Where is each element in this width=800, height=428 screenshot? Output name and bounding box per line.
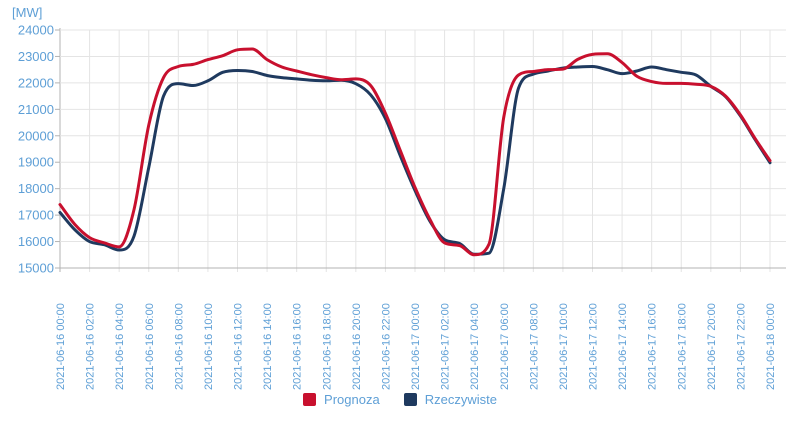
y-tick-label: 21000 — [18, 102, 54, 117]
x-tick-label: 2021-06-16 10:00 — [203, 303, 215, 390]
y-tick-label: 20000 — [18, 128, 54, 143]
y-tick-label: 15000 — [18, 261, 54, 276]
x-tick-label: 2021-06-18 00:00 — [765, 303, 777, 390]
x-tick-label: 2021-06-17 04:00 — [469, 303, 481, 390]
x-tick-label: 2021-06-17 22:00 — [735, 303, 747, 390]
series-line-prognoza — [58, 47, 772, 257]
y-tick-label: 16000 — [18, 234, 54, 249]
x-tick-label: 2021-06-16 06:00 — [144, 303, 156, 390]
x-tick-label: 2021-06-16 12:00 — [233, 303, 245, 390]
y-tick-label: 18000 — [18, 181, 54, 196]
x-tick-label: 2021-06-17 20:00 — [706, 303, 718, 390]
x-tick-label: 2021-06-16 20:00 — [351, 303, 363, 390]
x-tick-label: 2021-06-17 10:00 — [558, 303, 570, 390]
x-tick-label: 2021-06-17 14:00 — [617, 303, 629, 390]
legend-swatch-rzeczywiste — [403, 393, 417, 406]
x-tick-label: 2021-06-17 16:00 — [647, 303, 659, 390]
y-tick-label: 22000 — [18, 75, 54, 90]
x-tick-label: 2021-06-16 02:00 — [85, 303, 97, 390]
x-tick-label: 2021-06-16 08:00 — [173, 303, 185, 390]
x-tick-label: 2021-06-17 12:00 — [588, 303, 600, 390]
chart-legend: Prognoza Rzeczywiste — [0, 392, 800, 407]
legend-label-rzeczywiste: Rzeczywiste — [424, 392, 497, 407]
x-tick-label: 2021-06-17 06:00 — [499, 303, 511, 390]
y-tick-label: 24000 — [18, 23, 54, 38]
x-tick-label: 2021-06-16 00:00 — [55, 303, 67, 390]
x-tick-label: 2021-06-16 14:00 — [262, 303, 274, 390]
y-tick-label: 23000 — [18, 49, 54, 64]
x-tick-label: 2021-06-17 00:00 — [410, 303, 422, 390]
y-tick-label: 17000 — [18, 208, 54, 223]
y-axis-unit-label: [MW] — [12, 5, 43, 20]
x-tick-label: 2021-06-16 16:00 — [292, 303, 304, 390]
legend-label-prognoza: Prognoza — [324, 392, 380, 407]
x-tick-label: 2021-06-17 02:00 — [440, 303, 452, 390]
x-tick-label: 2021-06-17 18:00 — [676, 303, 688, 390]
legend-swatch-prognoza — [303, 393, 317, 406]
y-tick-label: 19000 — [18, 155, 54, 170]
x-tick-label: 2021-06-16 22:00 — [380, 303, 392, 390]
legend-item-rzeczywiste[interactable]: Rzeczywiste — [403, 392, 497, 407]
x-tick-label: 2021-06-16 18:00 — [321, 303, 333, 390]
x-tick-label: 2021-06-17 08:00 — [528, 303, 540, 390]
x-tick-label: 2021-06-16 04:00 — [114, 303, 126, 390]
legend-item-prognoza[interactable]: Prognoza — [303, 392, 380, 407]
